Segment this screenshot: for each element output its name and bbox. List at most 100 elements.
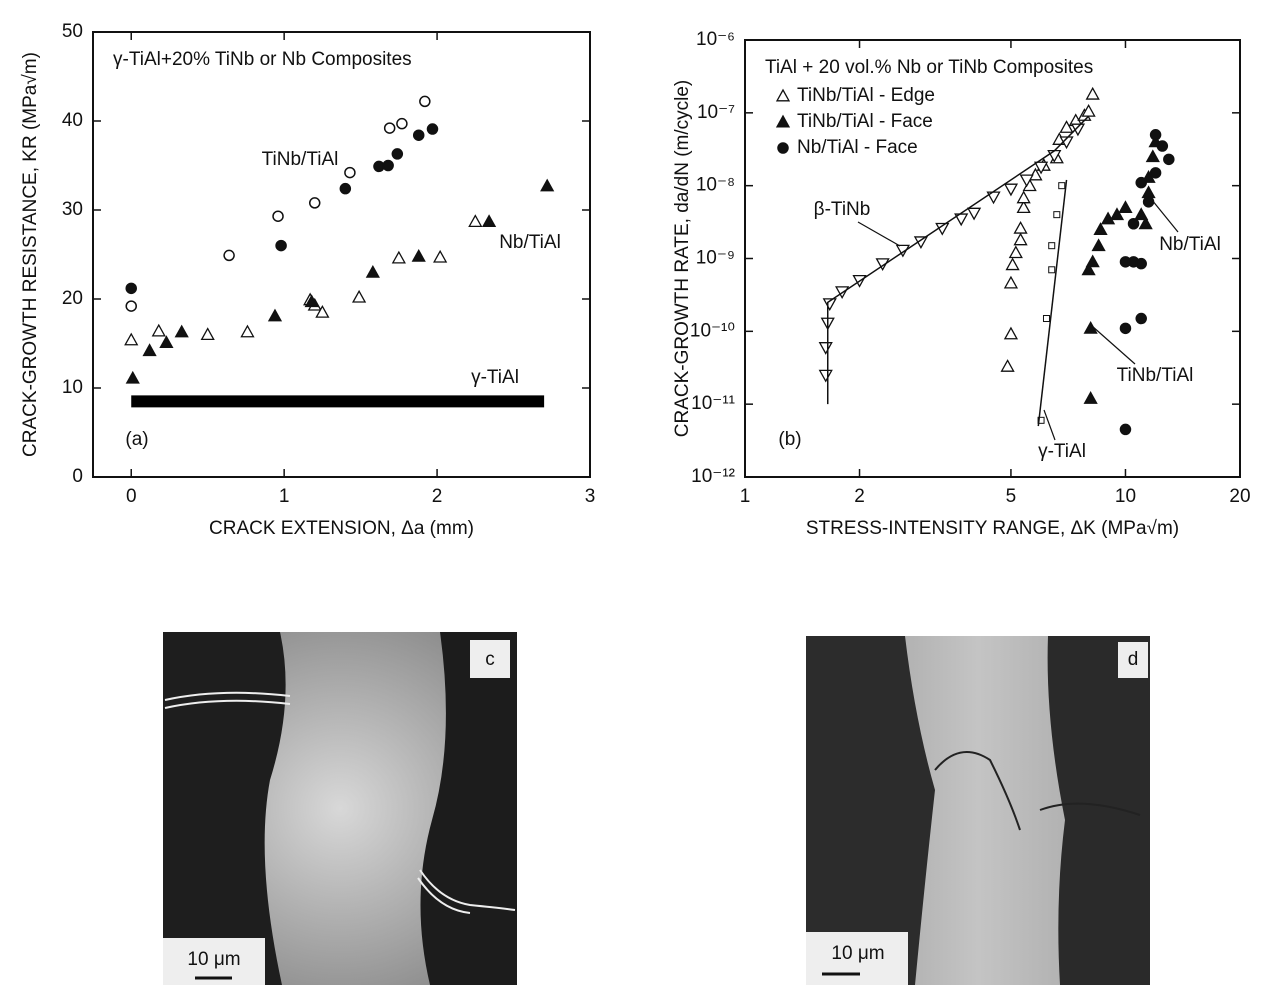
- data-point: [1033, 161, 1049, 175]
- data-point: [1005, 257, 1020, 271]
- data-point: [344, 166, 356, 179]
- annotation: Nb/TiAl: [1159, 234, 1221, 255]
- scale-bar-label: 10 μm: [187, 949, 240, 970]
- annotation: β-TiNb: [814, 199, 871, 220]
- data-point: [1135, 312, 1147, 325]
- legend-label: Nb/TiAl - Face: [797, 137, 918, 158]
- annotation: (a): [125, 429, 148, 450]
- data-point: [1013, 232, 1028, 246]
- data-point: [1156, 140, 1169, 152]
- data-point: [1135, 176, 1147, 189]
- data-point: [1003, 275, 1019, 289]
- data-point: [1081, 262, 1096, 276]
- data-point: [339, 182, 352, 195]
- data-point: [954, 213, 969, 227]
- data-point: [1135, 257, 1147, 270]
- data-point: [481, 214, 497, 228]
- data-point: [1109, 207, 1125, 221]
- chart-title: γ-TiAl+20% TiNb or Nb Composites: [113, 49, 412, 70]
- data-point: [966, 207, 982, 221]
- y-tick-label: 10⁻⁸: [696, 175, 735, 196]
- data-point: [1053, 211, 1061, 219]
- data-point: [1058, 182, 1066, 190]
- data-point: [419, 95, 431, 108]
- data-point: [1070, 123, 1086, 137]
- data-point: [124, 332, 139, 346]
- data-point: [1142, 196, 1155, 208]
- data-point: [433, 249, 448, 263]
- x-tick-label: 5: [1006, 486, 1017, 507]
- scale-bar-label: 10 μm: [831, 943, 884, 964]
- data-point: [822, 298, 837, 311]
- y-tick-label: 30: [62, 199, 83, 220]
- data-point: [1119, 423, 1132, 436]
- data-point: [1042, 315, 1050, 323]
- data-point: [1083, 391, 1098, 404]
- data-point: [240, 324, 255, 338]
- x-tick-label: 3: [585, 486, 596, 507]
- data-point: [125, 370, 140, 384]
- y-tick-label: 10: [62, 377, 83, 398]
- y-tick-label: 10⁻¹¹: [691, 393, 735, 414]
- data-point: [1163, 153, 1175, 166]
- data-point: [818, 369, 833, 383]
- data-point: [1081, 103, 1096, 117]
- data-point: [1008, 245, 1023, 259]
- x-tick-label: 1: [740, 486, 751, 507]
- data-point: [142, 343, 157, 357]
- data-point: [1091, 238, 1106, 252]
- data-point: [412, 129, 425, 141]
- x-tick-label: 2: [432, 486, 443, 507]
- y-tick-label: 10⁻⁹: [696, 248, 735, 269]
- x-tick-label: 10: [1115, 486, 1136, 507]
- annotation: γ-TiAl: [1038, 441, 1086, 462]
- leader-line: [857, 221, 901, 247]
- data-point: [935, 222, 950, 236]
- data-point: [1003, 326, 1019, 340]
- legend-label: TiNb/TiAl - Edge: [797, 85, 935, 106]
- y-axis-label: CRACK-GROWTH RESISTANCE, KR (MPa√m): [20, 52, 41, 457]
- data-point: [308, 197, 321, 209]
- data-point: [1059, 120, 1074, 133]
- x-tick-label: 0: [126, 486, 137, 507]
- data-point: [382, 159, 394, 172]
- data-point: [275, 239, 287, 252]
- plot-frame: [92, 31, 591, 478]
- data-point: [174, 324, 189, 338]
- y-tick-label: 20: [62, 288, 83, 309]
- data-point: [1149, 129, 1162, 141]
- y-axis-label: CRACK-GROWTH RATE, da/dN (m/cycle): [672, 80, 693, 438]
- data-point: [151, 323, 166, 337]
- data-point: [818, 342, 833, 355]
- x-tick-label: 1: [279, 486, 290, 507]
- data-point: [1003, 183, 1019, 197]
- data-point: [1118, 200, 1133, 214]
- data-point: [1134, 207, 1149, 221]
- data-point: [1145, 149, 1160, 163]
- leader-line: [1091, 325, 1136, 365]
- data-point: [1085, 254, 1100, 268]
- annotation: (b): [778, 429, 801, 450]
- data-point: [468, 214, 483, 228]
- data-point: [223, 249, 235, 262]
- data-point: [411, 248, 426, 262]
- data-point: [391, 148, 404, 160]
- fit-line: [826, 115, 1090, 405]
- data-point: [1149, 167, 1162, 179]
- data-point: [1085, 86, 1100, 100]
- data-point: [1028, 167, 1043, 181]
- data-point: [1138, 216, 1153, 230]
- legend-label: TiNb/TiAl - Face: [797, 111, 933, 132]
- data-point: [200, 327, 215, 341]
- chart-title: TiAl + 20 vol.% Nb or TiNb Composites: [765, 57, 1093, 78]
- legend-marker: [775, 88, 791, 102]
- data-point: [315, 305, 330, 318]
- y-tick-label: 10⁻¹⁰: [690, 320, 735, 341]
- y-tick-label: 40: [62, 110, 83, 131]
- micrograph-c: [163, 632, 517, 985]
- data-point: [351, 289, 367, 303]
- data-point: [125, 300, 137, 312]
- data-point: [304, 294, 319, 308]
- leader-line: [1151, 199, 1179, 233]
